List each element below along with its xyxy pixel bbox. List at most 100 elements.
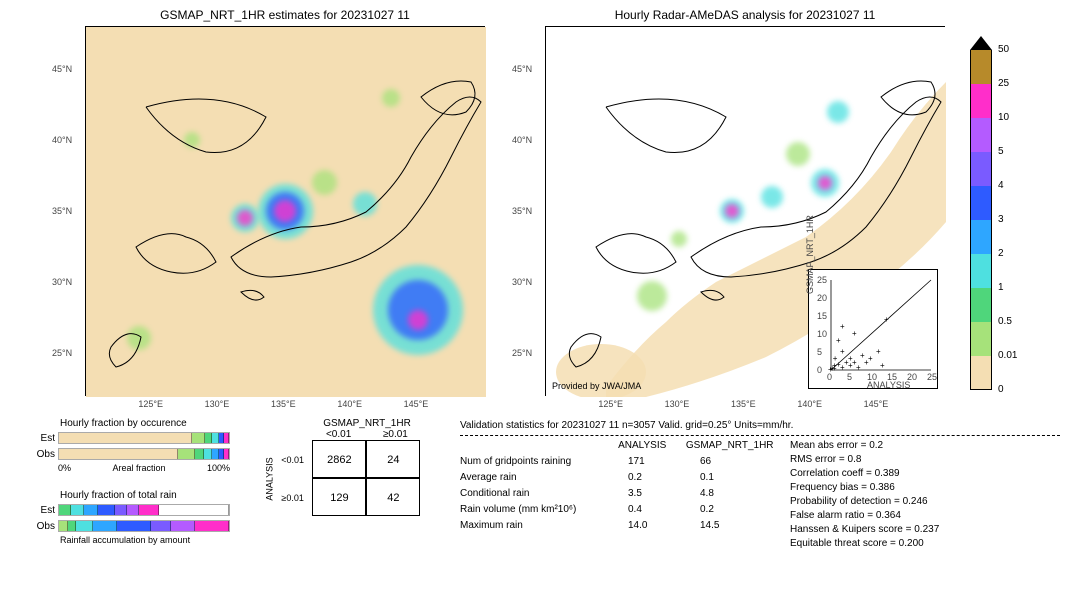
- colorbar: [970, 36, 992, 390]
- scatter-point: +: [852, 329, 857, 338]
- confusion-matrix: GSMAP_NRT_1HR <0.01 ≥0.01 <0.01 286224 ≥…: [258, 418, 438, 516]
- scatter-point: +: [880, 361, 885, 370]
- validation-panel: Validation statistics for 20231027 11 n=…: [460, 420, 1060, 552]
- scatter-point: +: [884, 315, 889, 324]
- bar-segment: [224, 433, 229, 443]
- confusion-row-header: ANALYSIS: [265, 457, 275, 500]
- bar-segment: [71, 505, 85, 515]
- y-tick: 45°N: [512, 64, 532, 74]
- x-tick: 125°E: [138, 399, 163, 409]
- x-tick: 135°E: [731, 399, 756, 409]
- map-right: Provided by JWA/JMA ++++++++++++++++++++…: [545, 26, 945, 396]
- validation-row: Num of gridpoints raining17166: [460, 456, 780, 467]
- total-row-obs: Obs: [30, 519, 230, 533]
- row-label: Obs: [30, 521, 58, 532]
- colorbar-segment: [970, 288, 992, 322]
- validation-metric: False alarm ratio = 0.364: [790, 510, 939, 521]
- colorbar-tick: 2: [998, 248, 1004, 259]
- colorbar-segment: [970, 220, 992, 254]
- scatter-x-tick: 25: [927, 372, 937, 382]
- y-tick: 40°N: [52, 135, 72, 145]
- bar-segment: [192, 433, 206, 443]
- colorbar-segment: [970, 322, 992, 356]
- axis-tick: Areal fraction: [112, 463, 165, 473]
- scatter-ylabel: GSMAP_NRT_1HR: [805, 215, 815, 294]
- confusion-row-label: <0.01: [276, 455, 310, 465]
- colorbar-segment: [970, 186, 992, 220]
- bar-segment: [59, 449, 178, 459]
- scatter-x-tick: 0: [827, 372, 832, 382]
- bar-segment: [93, 521, 117, 531]
- bar-segment: [224, 449, 229, 459]
- y-tick: 40°N: [512, 135, 532, 145]
- x-tick: 140°E: [337, 399, 362, 409]
- x-tick: 135°E: [271, 399, 296, 409]
- colorbar-tick: 1: [998, 282, 1004, 293]
- y-tick: 45°N: [52, 64, 72, 74]
- scatter-point: +: [840, 347, 845, 356]
- y-tick: 35°N: [52, 206, 72, 216]
- colorbar-segment: [970, 50, 992, 84]
- colorbar-tick: 0.5: [998, 316, 1012, 327]
- x-tick: 130°E: [205, 399, 230, 409]
- validation-metric: Correlation coeff = 0.389: [790, 468, 939, 479]
- map-right-title: Hourly Radar-AMeDAS analysis for 2023102…: [545, 8, 945, 22]
- bar-segment: [212, 449, 219, 459]
- scatter-y-tick: 20: [817, 293, 827, 303]
- colorbar-tick: 3: [998, 214, 1004, 225]
- bar-segment: [98, 505, 115, 515]
- confusion-col-label: <0.01: [312, 429, 366, 440]
- scatter-point: +: [836, 336, 841, 345]
- confusion-cell: 24: [366, 440, 420, 478]
- validation-row: Maximum rain14.014.5: [460, 520, 780, 531]
- x-tick: 145°E: [404, 399, 429, 409]
- occurrence-row-est: Est: [30, 431, 230, 445]
- validation-metric: Hanssen & Kuipers score = 0.237: [790, 524, 939, 535]
- colorbar-arrow-icon: [970, 36, 992, 50]
- scatter-point: +: [868, 354, 873, 363]
- bar-segment: [68, 521, 77, 531]
- row-label: Est: [30, 433, 58, 444]
- confusion-col-label: ≥0.01: [368, 429, 422, 440]
- map-left-title: GSMAP_NRT_1HR estimates for 20231027 11: [85, 8, 485, 22]
- scatter-point: +: [832, 361, 837, 370]
- scatter-y-tick: 10: [817, 329, 827, 339]
- occurrence-row-obs: Obs: [30, 447, 230, 461]
- colorbar-segment: [970, 118, 992, 152]
- colorbar-tick: 50: [998, 44, 1009, 55]
- validation-metric: Frequency bias = 0.386: [790, 482, 939, 493]
- axis-tick: 0%: [58, 463, 71, 473]
- y-tick: 25°N: [512, 348, 532, 358]
- occurrence-title: Hourly fraction by occurence: [60, 418, 230, 429]
- scatter-inset: ++++++++++++++++++++++ ANALYSIS GSMAP_NR…: [808, 269, 938, 389]
- bar-segment: [171, 521, 195, 531]
- y-tick: 25°N: [52, 348, 72, 358]
- validation-col-header: GSMAP_NRT_1HR: [686, 440, 780, 451]
- occurrence-panel: Hourly fraction by occurence Est Obs 0% …: [30, 418, 230, 473]
- validation-header: Validation statistics for 20231027 11 n=…: [460, 420, 1060, 431]
- row-label: Obs: [30, 449, 58, 460]
- scatter-point: +: [876, 347, 881, 356]
- colorbar-segment: [970, 356, 992, 390]
- scatter-x-tick: 20: [907, 372, 917, 382]
- bar-segment: [76, 521, 93, 531]
- scatter-y-tick: 0: [817, 365, 822, 375]
- confusion-cell: 129: [312, 478, 366, 516]
- validation-metric: RMS error = 0.8: [790, 454, 939, 465]
- scatter-point: +: [840, 322, 845, 331]
- total-rain-panel: Hourly fraction of total rain Est Obs Ra…: [30, 490, 230, 547]
- validation-metric: Probability of detection = 0.246: [790, 496, 939, 507]
- bar-segment: [159, 505, 229, 515]
- bar-segment: [59, 433, 192, 443]
- scatter-y-tick: 5: [817, 347, 822, 357]
- validation-metric: Mean abs error = 0.2: [790, 440, 939, 451]
- colorbar-tick: 0.01: [998, 350, 1017, 361]
- total-rain-title: Hourly fraction of total rain: [60, 490, 230, 501]
- axis-tick: 100%: [207, 463, 230, 473]
- colorbar-tick: 25: [998, 78, 1009, 89]
- bar-segment: [205, 433, 212, 443]
- validation-col-header: ANALYSIS: [618, 440, 686, 451]
- x-tick: 125°E: [598, 399, 623, 409]
- confusion-cell: 42: [366, 478, 420, 516]
- total-footer: Rainfall accumulation by amount: [60, 535, 230, 545]
